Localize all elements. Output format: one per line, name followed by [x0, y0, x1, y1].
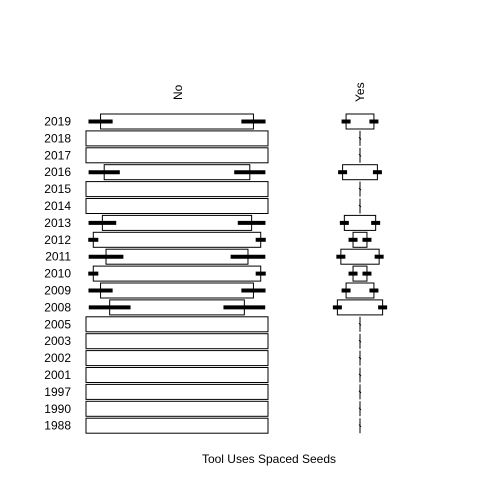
cell-no-1988 — [86, 418, 268, 433]
cell-no-2019 — [101, 114, 254, 129]
row-label-2017: 2017 — [44, 148, 71, 162]
row-label-2011: 2011 — [45, 250, 71, 264]
cell-yes-empty-mark-2002 — [359, 357, 361, 359]
cell-yes-2008 — [337, 300, 382, 315]
cell-no-2011 — [106, 249, 248, 264]
cell-yes-2013 — [344, 215, 375, 230]
row-label-2013: 2013 — [44, 216, 71, 230]
cell-no-2003 — [86, 334, 268, 349]
row-label-2018: 2018 — [44, 131, 71, 145]
cell-no-2002 — [86, 351, 268, 366]
row-label-1990: 1990 — [44, 402, 71, 416]
cell-yes-empty-mark-1990 — [359, 408, 361, 410]
row-label-2012: 2012 — [44, 233, 71, 247]
row-label-2015: 2015 — [44, 182, 71, 196]
cell-yes-empty-mark-2003 — [359, 340, 361, 342]
cell-no-2015 — [86, 182, 268, 197]
cell-no-2017 — [86, 148, 268, 163]
cell-yes-empty-mark-2005 — [359, 323, 361, 325]
cell-no-2016 — [104, 165, 250, 180]
x-axis-label: Tool Uses Spaced Seeds — [202, 452, 336, 466]
row-label-2005: 2005 — [44, 317, 71, 331]
row-label-2002: 2002 — [44, 351, 71, 365]
column-label-yes: Yes — [353, 82, 367, 102]
cell-yes-empty-mark-2015 — [359, 188, 361, 190]
row-label-2019: 2019 — [44, 115, 71, 129]
cell-yes-empty-mark-2001 — [359, 374, 361, 376]
row-label-1997: 1997 — [44, 385, 71, 399]
row-label-2001: 2001 — [44, 368, 71, 382]
cell-no-2012 — [93, 232, 260, 247]
row-label-2016: 2016 — [44, 165, 71, 179]
cell-yes-empty-mark-2017 — [359, 154, 361, 156]
cell-no-2014 — [86, 199, 268, 214]
row-label-1988: 1988 — [44, 419, 71, 433]
cell-no-2018 — [86, 131, 268, 146]
cell-yes-empty-mark-2018 — [359, 137, 361, 139]
column-label-no: No — [171, 84, 185, 100]
cell-no-2009 — [101, 283, 254, 298]
cell-yes-2016 — [343, 165, 378, 180]
row-label-2009: 2009 — [44, 284, 71, 298]
row-label-2008: 2008 — [44, 300, 71, 314]
cell-no-2005 — [86, 317, 268, 332]
cell-no-2010 — [93, 266, 260, 281]
cell-yes-empty-mark-1997 — [359, 391, 361, 393]
cell-no-2001 — [86, 368, 268, 383]
cell-no-1990 — [86, 401, 268, 416]
cell-yes-empty-mark-1988 — [359, 425, 361, 427]
cell-no-1997 — [86, 384, 268, 399]
row-label-2003: 2003 — [44, 334, 71, 348]
cell-no-2013 — [102, 215, 251, 230]
row-label-2014: 2014 — [44, 199, 71, 213]
row-label-2010: 2010 — [44, 267, 71, 281]
cell-yes-2011 — [341, 249, 379, 264]
cell-yes-empty-mark-2014 — [359, 205, 361, 207]
